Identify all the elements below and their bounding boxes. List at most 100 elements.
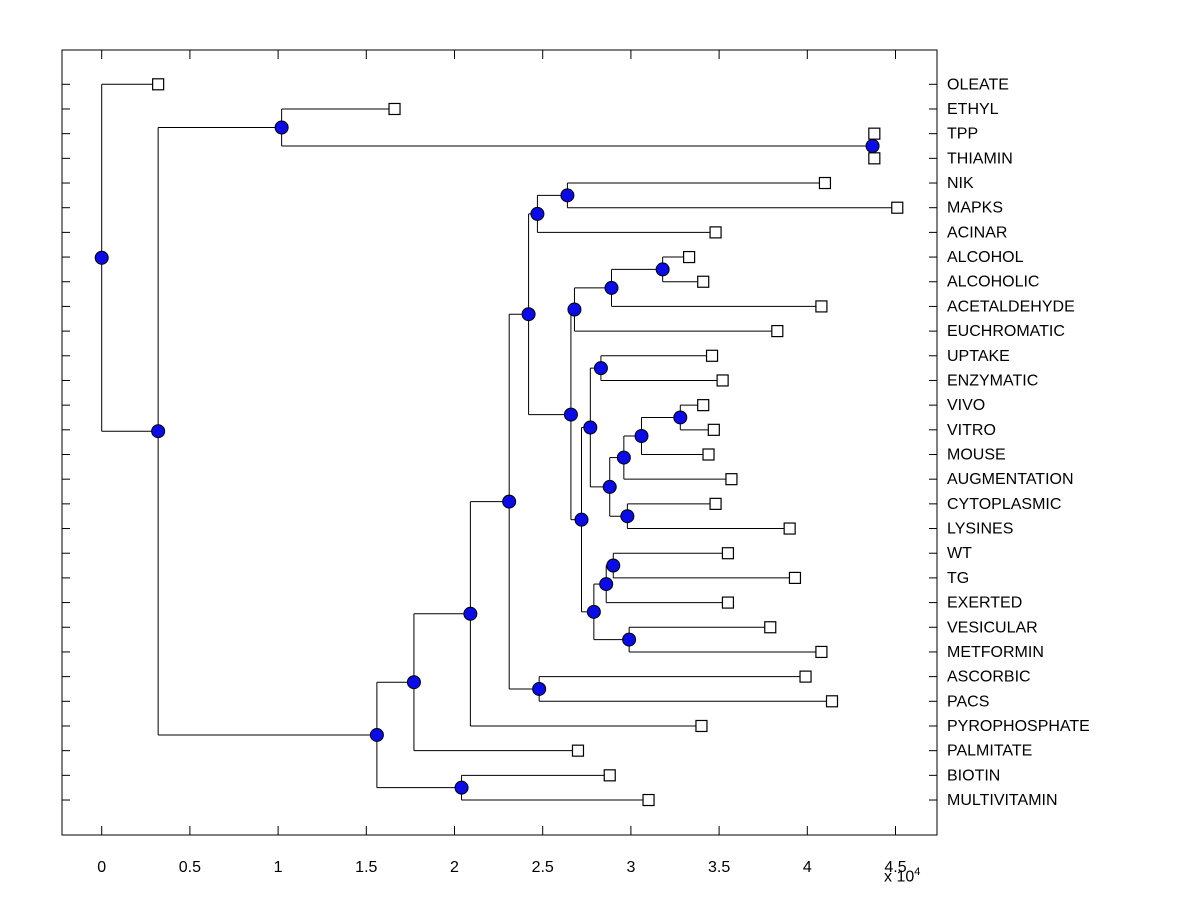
leaf-marker-uptake[interactable] bbox=[705, 349, 719, 362]
leaf-label-vitro[interactable]: VITRO bbox=[947, 422, 996, 439]
leaf-label-metformin[interactable]: METFORMIN bbox=[947, 644, 1044, 661]
leaf-label-cytoplasmic[interactable]: CYTOPLASMIC bbox=[947, 496, 1061, 513]
leaf-marker-biotin[interactable] bbox=[603, 769, 616, 782]
leaf-marker-augmentation[interactable] bbox=[725, 473, 738, 486]
branch-node-marker[interactable] bbox=[563, 407, 578, 422]
x-tick-label: 3.5 bbox=[708, 859, 730, 876]
leaf-marker-ascorbic[interactable] bbox=[799, 670, 812, 683]
branch-node-marker[interactable] bbox=[620, 509, 635, 524]
branch-node-marker[interactable] bbox=[655, 262, 670, 277]
leaf-label-lysines[interactable]: LYSINES bbox=[947, 521, 1013, 538]
leaf-marker-palmitate[interactable] bbox=[571, 744, 585, 757]
branch-node-marker[interactable] bbox=[454, 780, 469, 795]
leaf-marker-enzymatic[interactable] bbox=[716, 374, 729, 387]
branch-node-marker[interactable] bbox=[532, 681, 547, 696]
leaf-label-vesicular[interactable]: VESICULAR bbox=[947, 619, 1038, 636]
leaf-marker-alcohol[interactable] bbox=[683, 250, 696, 264]
leaf-label-pyrophosphate[interactable]: PYROPHOSPHATE bbox=[947, 718, 1090, 735]
branch-node-marker[interactable] bbox=[673, 410, 688, 425]
leaf-marker-euchromatic[interactable] bbox=[771, 325, 784, 338]
branch-node-marker[interactable] bbox=[521, 307, 536, 322]
leaf-label-tpp[interactable]: TPP bbox=[947, 126, 978, 143]
leaf-marker-mouse[interactable] bbox=[702, 448, 715, 461]
leaf-marker-oleate[interactable] bbox=[152, 78, 165, 91]
leaf-marker-alcoholic[interactable] bbox=[697, 275, 710, 288]
leaf-marker-acinar[interactable] bbox=[709, 226, 722, 239]
x-tick-label: 1 bbox=[274, 859, 283, 876]
branch-node-marker[interactable] bbox=[560, 188, 575, 203]
leaf-marker-tpp[interactable] bbox=[868, 127, 881, 140]
branch-node-marker[interactable] bbox=[369, 727, 384, 742]
x-tick-label: 1.5 bbox=[355, 859, 377, 876]
leaf-marker-pacs[interactable] bbox=[825, 695, 839, 708]
leaf-label-multivitamin[interactable]: MULTIVITAMIN bbox=[947, 792, 1058, 809]
leaf-marker-vivo[interactable] bbox=[697, 399, 710, 412]
branch-node-marker[interactable] bbox=[865, 139, 880, 153]
leaf-label-oleate[interactable]: OLEATE bbox=[947, 76, 1009, 93]
leaf-marker-vesicular[interactable] bbox=[764, 621, 777, 634]
leaf-marker-nik[interactable] bbox=[818, 176, 832, 190]
leaf-label-exerted[interactable]: EXERTED bbox=[947, 595, 1022, 612]
leaf-label-enzymatic[interactable]: ENZYMATIC bbox=[947, 372, 1038, 389]
axes-box bbox=[61, 49, 938, 836]
leaf-label-nik[interactable]: NIK bbox=[947, 175, 974, 192]
leaf-marker-metformin[interactable] bbox=[815, 645, 828, 659]
leaf-label-biotin[interactable]: BIOTIN bbox=[947, 767, 1000, 784]
leaf-label-vivo[interactable]: VIVO bbox=[947, 397, 985, 414]
x-tick-label: 3 bbox=[626, 859, 635, 876]
x-tick-label: 4 bbox=[803, 859, 812, 876]
leaf-label-pacs[interactable]: PACS bbox=[947, 693, 989, 710]
leaf-marker-pyrophosphate[interactable] bbox=[695, 719, 708, 733]
leaf-label-alcohol[interactable]: ALCOHOL bbox=[947, 249, 1024, 266]
leaf-label-wt[interactable]: WT bbox=[947, 545, 972, 562]
leaf-label-mapks[interactable]: MAPKS bbox=[947, 200, 1003, 217]
leaf-marker-vitro[interactable] bbox=[707, 423, 720, 436]
leaf-label-ethyl[interactable]: ETHYL bbox=[947, 101, 999, 118]
branch-node-marker[interactable] bbox=[151, 424, 166, 439]
leaf-marker-lysines[interactable] bbox=[783, 522, 796, 535]
x-tick-label: 4.5 bbox=[884, 859, 906, 876]
leaf-marker-exerted[interactable] bbox=[721, 596, 735, 609]
leaf-label-mouse[interactable]: MOUSE bbox=[947, 447, 1006, 464]
leaf-label-thiamin[interactable]: THIAMIN bbox=[947, 150, 1013, 167]
leaf-label-acetaldehyde[interactable]: ACETALDEHYDE bbox=[947, 298, 1075, 315]
axis-exponent-label: x 104 bbox=[884, 866, 921, 886]
leaf-marker-mapks[interactable] bbox=[891, 201, 904, 214]
leaf-label-euchromatic[interactable]: EUCHROMATIC bbox=[947, 323, 1065, 340]
leaf-label-tg[interactable]: TG bbox=[947, 570, 969, 587]
branch-node-marker[interactable] bbox=[574, 512, 589, 527]
branch-node-marker[interactable] bbox=[634, 428, 649, 443]
branch-node-marker[interactable] bbox=[586, 604, 601, 619]
branch-node-marker[interactable] bbox=[599, 577, 614, 592]
leaf-marker-tg[interactable] bbox=[788, 571, 802, 585]
leaf-marker-acetaldehyde[interactable] bbox=[815, 300, 828, 313]
branch-node-marker[interactable] bbox=[604, 280, 619, 295]
branch-node-marker[interactable] bbox=[530, 206, 545, 221]
leaf-label-alcoholic[interactable]: ALCOHOLIC bbox=[947, 274, 1039, 291]
branch-node-marker[interactable] bbox=[593, 361, 608, 376]
leaf-marker-wt[interactable] bbox=[721, 547, 735, 560]
leaf-marker-ethyl[interactable] bbox=[388, 102, 401, 116]
branch-node-marker[interactable] bbox=[406, 675, 421, 690]
leaf-label-ascorbic[interactable]: ASCORBIC bbox=[947, 669, 1031, 686]
branch-node-marker[interactable] bbox=[94, 250, 109, 265]
branch-node-marker[interactable] bbox=[616, 450, 631, 465]
leaf-marker-thiamin[interactable] bbox=[868, 152, 881, 165]
leaf-marker-cytoplasmic[interactable] bbox=[709, 497, 722, 510]
branch-node-marker[interactable] bbox=[583, 420, 598, 435]
branch-node-marker[interactable] bbox=[463, 606, 478, 621]
leaf-label-palmitate[interactable]: PALMITATE bbox=[947, 743, 1032, 760]
leaf-marker-multivitamin[interactable] bbox=[642, 793, 655, 807]
branch-node-marker[interactable] bbox=[606, 558, 621, 573]
x-tick-label: 0.5 bbox=[179, 859, 201, 876]
branch-node-marker[interactable] bbox=[274, 120, 289, 135]
branch-node-marker[interactable] bbox=[602, 479, 617, 494]
branch-node-marker[interactable] bbox=[622, 632, 637, 647]
branch-node-marker[interactable] bbox=[502, 494, 517, 509]
branch-node-marker[interactable] bbox=[567, 302, 582, 317]
leaf-label-augmentation[interactable]: AUGMENTATION bbox=[947, 471, 1074, 488]
leaf-label-acinar[interactable]: ACINAR bbox=[947, 224, 1007, 241]
leaf-label-uptake[interactable]: UPTAKE bbox=[947, 348, 1010, 365]
